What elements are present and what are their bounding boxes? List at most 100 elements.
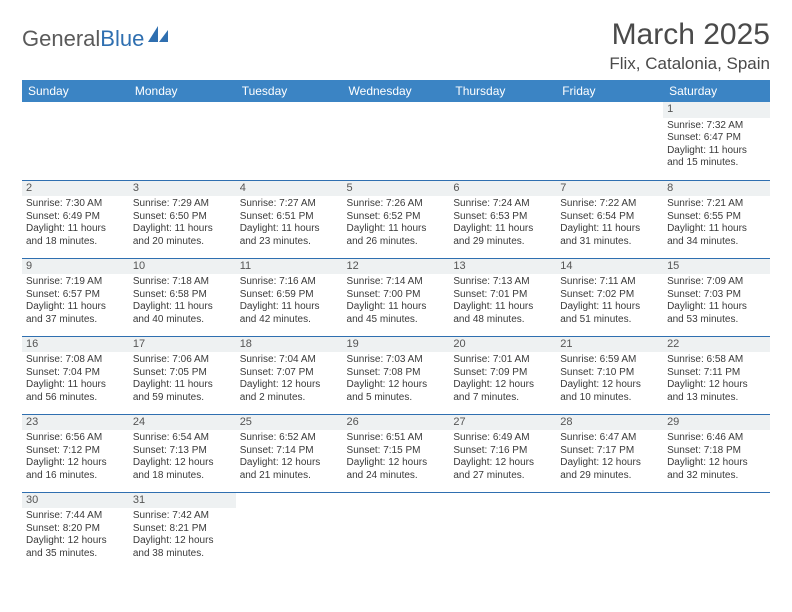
- calendar-cell: 2Sunrise: 7:30 AM Sunset: 6:49 PM Daylig…: [22, 180, 129, 258]
- calendar-cell: 18Sunrise: 7:04 AM Sunset: 7:07 PM Dayli…: [236, 336, 343, 414]
- calendar-cell: [663, 492, 770, 570]
- calendar-cell: [343, 492, 450, 570]
- calendar-cell: 13Sunrise: 7:13 AM Sunset: 7:01 PM Dayli…: [449, 258, 556, 336]
- logo-sail-icon: [146, 24, 170, 44]
- calendar-cell: 11Sunrise: 7:16 AM Sunset: 6:59 PM Dayli…: [236, 258, 343, 336]
- calendar-cell: 7Sunrise: 7:22 AM Sunset: 6:54 PM Daylig…: [556, 180, 663, 258]
- calendar-cell: 25Sunrise: 6:52 AM Sunset: 7:14 PM Dayli…: [236, 414, 343, 492]
- calendar-table: Sunday Monday Tuesday Wednesday Thursday…: [22, 80, 770, 570]
- calendar-row: 9Sunrise: 7:19 AM Sunset: 6:57 PM Daylig…: [22, 258, 770, 336]
- day-details: Sunrise: 7:21 AM Sunset: 6:55 PM Dayligh…: [667, 198, 766, 248]
- day-header: Thursday: [449, 80, 556, 102]
- calendar-cell: [449, 102, 556, 180]
- day-number: 12: [343, 259, 450, 275]
- day-details: Sunrise: 6:47 AM Sunset: 7:17 PM Dayligh…: [560, 432, 659, 482]
- calendar-row: 16Sunrise: 7:08 AM Sunset: 7:04 PM Dayli…: [22, 336, 770, 414]
- calendar-cell: 10Sunrise: 7:18 AM Sunset: 6:58 PM Dayli…: [129, 258, 236, 336]
- calendar-cell: 1Sunrise: 7:32 AM Sunset: 6:47 PM Daylig…: [663, 102, 770, 180]
- day-number: 21: [556, 337, 663, 353]
- day-number: 31: [129, 493, 236, 509]
- day-details: Sunrise: 7:19 AM Sunset: 6:57 PM Dayligh…: [26, 276, 125, 326]
- calendar-cell: 29Sunrise: 6:46 AM Sunset: 7:18 PM Dayli…: [663, 414, 770, 492]
- day-details: Sunrise: 7:26 AM Sunset: 6:52 PM Dayligh…: [347, 198, 446, 248]
- day-details: Sunrise: 7:16 AM Sunset: 6:59 PM Dayligh…: [240, 276, 339, 326]
- day-header: Monday: [129, 80, 236, 102]
- day-details: Sunrise: 6:52 AM Sunset: 7:14 PM Dayligh…: [240, 432, 339, 482]
- calendar-cell: 17Sunrise: 7:06 AM Sunset: 7:05 PM Dayli…: [129, 336, 236, 414]
- calendar-cell: [556, 102, 663, 180]
- day-details: Sunrise: 7:03 AM Sunset: 7:08 PM Dayligh…: [347, 354, 446, 404]
- calendar-cell: 15Sunrise: 7:09 AM Sunset: 7:03 PM Dayli…: [663, 258, 770, 336]
- day-header: Sunday: [22, 80, 129, 102]
- logo: GeneralBlue: [22, 18, 170, 54]
- day-number: 22: [663, 337, 770, 353]
- day-number: 15: [663, 259, 770, 275]
- day-details: Sunrise: 6:46 AM Sunset: 7:18 PM Dayligh…: [667, 432, 766, 482]
- day-details: Sunrise: 6:54 AM Sunset: 7:13 PM Dayligh…: [133, 432, 232, 482]
- day-header: Saturday: [663, 80, 770, 102]
- day-number: 5: [343, 181, 450, 197]
- logo-text-2: Blue: [100, 26, 144, 52]
- day-details: Sunrise: 7:29 AM Sunset: 6:50 PM Dayligh…: [133, 198, 232, 248]
- day-header: Wednesday: [343, 80, 450, 102]
- calendar-cell: 26Sunrise: 6:51 AM Sunset: 7:15 PM Dayli…: [343, 414, 450, 492]
- day-details: Sunrise: 7:30 AM Sunset: 6:49 PM Dayligh…: [26, 198, 125, 248]
- calendar-cell: [236, 102, 343, 180]
- title-block: March 2025 Flix, Catalonia, Spain: [609, 18, 770, 74]
- day-details: Sunrise: 7:32 AM Sunset: 6:47 PM Dayligh…: [667, 120, 766, 170]
- location: Flix, Catalonia, Spain: [609, 54, 770, 74]
- day-number: 3: [129, 181, 236, 197]
- calendar-cell: 3Sunrise: 7:29 AM Sunset: 6:50 PM Daylig…: [129, 180, 236, 258]
- day-header: Friday: [556, 80, 663, 102]
- day-details: Sunrise: 7:27 AM Sunset: 6:51 PM Dayligh…: [240, 198, 339, 248]
- day-number: 18: [236, 337, 343, 353]
- day-number: 11: [236, 259, 343, 275]
- day-number: 24: [129, 415, 236, 431]
- day-number: 25: [236, 415, 343, 431]
- day-details: Sunrise: 7:42 AM Sunset: 8:21 PM Dayligh…: [133, 510, 232, 560]
- calendar-row: 2Sunrise: 7:30 AM Sunset: 6:49 PM Daylig…: [22, 180, 770, 258]
- day-number: 16: [22, 337, 129, 353]
- day-details: Sunrise: 7:24 AM Sunset: 6:53 PM Dayligh…: [453, 198, 552, 248]
- calendar-cell: 5Sunrise: 7:26 AM Sunset: 6:52 PM Daylig…: [343, 180, 450, 258]
- calendar-cell: 30Sunrise: 7:44 AM Sunset: 8:20 PM Dayli…: [22, 492, 129, 570]
- calendar-row: 1Sunrise: 7:32 AM Sunset: 6:47 PM Daylig…: [22, 102, 770, 180]
- day-header-row: Sunday Monday Tuesday Wednesday Thursday…: [22, 80, 770, 102]
- day-details: Sunrise: 7:11 AM Sunset: 7:02 PM Dayligh…: [560, 276, 659, 326]
- calendar-cell: 27Sunrise: 6:49 AM Sunset: 7:16 PM Dayli…: [449, 414, 556, 492]
- calendar-cell: 8Sunrise: 7:21 AM Sunset: 6:55 PM Daylig…: [663, 180, 770, 258]
- day-details: Sunrise: 6:56 AM Sunset: 7:12 PM Dayligh…: [26, 432, 125, 482]
- calendar-cell: [556, 492, 663, 570]
- calendar-cell: [22, 102, 129, 180]
- day-details: Sunrise: 7:01 AM Sunset: 7:09 PM Dayligh…: [453, 354, 552, 404]
- day-details: Sunrise: 6:58 AM Sunset: 7:11 PM Dayligh…: [667, 354, 766, 404]
- calendar-cell: 23Sunrise: 6:56 AM Sunset: 7:12 PM Dayli…: [22, 414, 129, 492]
- day-details: Sunrise: 7:04 AM Sunset: 7:07 PM Dayligh…: [240, 354, 339, 404]
- day-details: Sunrise: 6:51 AM Sunset: 7:15 PM Dayligh…: [347, 432, 446, 482]
- day-number: 17: [129, 337, 236, 353]
- day-number: 6: [449, 181, 556, 197]
- calendar-cell: 20Sunrise: 7:01 AM Sunset: 7:09 PM Dayli…: [449, 336, 556, 414]
- day-header: Tuesday: [236, 80, 343, 102]
- calendar-cell: 4Sunrise: 7:27 AM Sunset: 6:51 PM Daylig…: [236, 180, 343, 258]
- month-title: March 2025: [609, 18, 770, 52]
- day-number: 9: [22, 259, 129, 275]
- calendar-cell: 9Sunrise: 7:19 AM Sunset: 6:57 PM Daylig…: [22, 258, 129, 336]
- logo-text-1: General: [22, 26, 100, 52]
- day-details: Sunrise: 7:14 AM Sunset: 7:00 PM Dayligh…: [347, 276, 446, 326]
- calendar-row: 30Sunrise: 7:44 AM Sunset: 8:20 PM Dayli…: [22, 492, 770, 570]
- day-number: 28: [556, 415, 663, 431]
- calendar-body: 1Sunrise: 7:32 AM Sunset: 6:47 PM Daylig…: [22, 102, 770, 570]
- day-number: 13: [449, 259, 556, 275]
- day-details: Sunrise: 7:06 AM Sunset: 7:05 PM Dayligh…: [133, 354, 232, 404]
- day-details: Sunrise: 6:59 AM Sunset: 7:10 PM Dayligh…: [560, 354, 659, 404]
- day-details: Sunrise: 7:18 AM Sunset: 6:58 PM Dayligh…: [133, 276, 232, 326]
- day-details: Sunrise: 7:22 AM Sunset: 6:54 PM Dayligh…: [560, 198, 659, 248]
- calendar-cell: [449, 492, 556, 570]
- day-number: 27: [449, 415, 556, 431]
- day-number: 7: [556, 181, 663, 197]
- calendar-cell: [236, 492, 343, 570]
- day-details: Sunrise: 7:13 AM Sunset: 7:01 PM Dayligh…: [453, 276, 552, 326]
- day-number: 4: [236, 181, 343, 197]
- day-number: 20: [449, 337, 556, 353]
